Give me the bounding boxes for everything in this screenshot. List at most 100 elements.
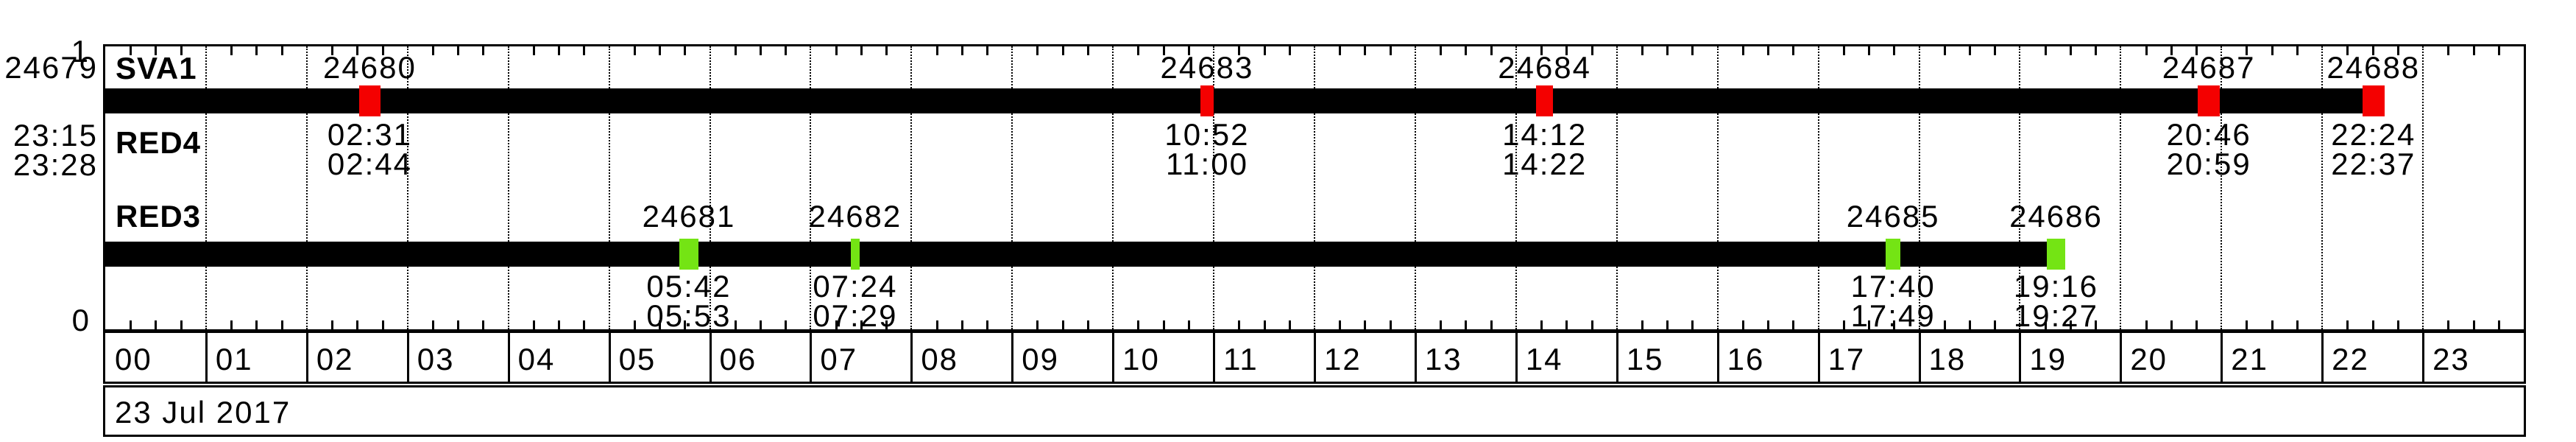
hour-gridline [1213,46,1215,329]
top-minor-tick [960,46,963,55]
hour-cell-separator [608,333,611,382]
pass-marker [358,85,381,116]
bottom-minor-tick [633,320,636,329]
top-minor-tick [684,46,687,55]
hour-gridline [1817,46,1819,329]
pass-rev-label: 24688 [2326,50,2421,85]
top-minor-tick [2170,46,2173,55]
hour-gridline [507,46,509,329]
top-minor-tick [130,46,132,55]
top-minor-tick [1389,46,1392,55]
bottom-minor-tick [155,320,158,329]
bottom-minor-tick [1792,320,1795,329]
hour-gridline [709,46,711,329]
pass-los-label: 17:49 [1850,298,1936,333]
hour-gridline [1515,46,1517,329]
top-minor-tick [2044,46,2047,55]
top-minor-tick [2145,46,2148,55]
bottom-minor-tick [1162,320,1165,329]
hour-label: 13 [1424,342,1462,376]
top-minor-tick [230,46,233,55]
bottom-minor-tick [1666,320,1669,329]
pass-los-label: 22:37 [2331,147,2416,181]
bottom-minor-tick [1440,320,1443,329]
top-minor-tick [2271,46,2274,55]
row-label-red3: RED3 [116,199,202,234]
top-minor-tick [1842,46,1845,55]
hour-label: 21 [2231,342,2268,376]
top-minor-tick [1641,46,1643,55]
hour-gridline [1918,46,1920,329]
y-axis-top-tick-label: 1 [71,34,90,69]
pass-aos-label: 07:24 [813,269,898,304]
top-minor-tick [2346,46,2349,55]
bottom-minor-tick [482,320,485,329]
bottom-minor-tick [1540,320,1543,329]
bottom-minor-tick [935,320,938,329]
top-minor-tick [1943,46,1946,55]
hour-cell-separator [1112,333,1115,382]
pass-rev-label: 24683 [1160,50,1254,85]
top-minor-tick [1590,46,1593,55]
date-band: 23 Jul 2017 [103,385,2526,437]
hour-label: 08 [921,342,959,376]
hour-label: 22 [2332,342,2369,376]
pass-rev-label: 24686 [2009,199,2103,234]
bottom-minor-tick [1767,320,1770,329]
hour-cell-separator [406,333,409,382]
top-minor-tick [986,46,989,55]
hour-axis-cells: 00 01 02 03 04 05 06 07 08 09 10 11 12 13 14 15 16 17 18 19… [105,333,2524,382]
hour-gridline [1011,46,1013,329]
bottom-minor-tick [1968,320,1971,329]
bottom-minor-tick [2195,320,2198,329]
pass-aos-label: 22:24 [2331,117,2416,152]
bottom-minor-tick [356,320,359,329]
prev-pass-aos-label: 23:15 [13,118,98,152]
bottom-minor-tick [2095,320,2098,329]
hour-label: 16 [1727,342,1765,376]
hour-cell-separator [205,333,208,382]
bottom-minor-tick [835,320,838,329]
bottom-minor-tick [280,320,283,329]
top-minor-tick [2069,46,2072,55]
pass-aos-label: 20:46 [2166,117,2251,152]
top-minor-tick [1741,46,1744,55]
bottom-minor-tick [734,320,737,329]
bottom-minor-tick [1187,320,1190,329]
pass-aos-label: 19:16 [2013,269,2099,304]
top-minor-tick [255,46,258,55]
hour-label: 23 [2432,342,2470,376]
bottom-minor-tick [986,320,989,329]
hour-cell-separator [1213,333,1216,382]
top-minor-tick [659,46,662,55]
hour-label: 10 [1122,342,1160,376]
pass-rev-label: 24684 [1498,50,1592,85]
bottom-minor-tick [230,320,233,329]
hour-cell-separator [2422,333,2425,382]
bottom-minor-tick [130,320,132,329]
bottom-minor-tick [1868,320,1871,329]
pass-rev-label: 24687 [2162,50,2256,85]
top-minor-tick [785,46,788,55]
bottom-minor-tick [558,320,561,329]
hour-gridline [1314,46,1315,329]
bottom-minor-tick [457,320,460,329]
hour-gridline [608,46,610,329]
bottom-minor-tick [1086,320,1089,329]
hour-cell-separator [1414,333,1417,382]
pass-los-label: 05:53 [646,298,732,333]
top-minor-tick [583,46,586,55]
bottom-minor-tick [785,320,788,329]
bottom-minor-tick [2069,320,2072,329]
top-minor-tick [1440,46,1443,55]
bottom-minor-tick [1036,320,1039,329]
bottom-minor-tick [1339,320,1342,329]
bottom-minor-tick [431,320,434,329]
pass-los-label: 14:22 [1502,147,1588,181]
hour-label: 01 [215,342,253,376]
hour-label: 06 [719,342,757,376]
hour-gridline [1414,46,1416,329]
bottom-minor-tick [1137,320,1140,329]
top-minor-tick [2472,46,2475,55]
